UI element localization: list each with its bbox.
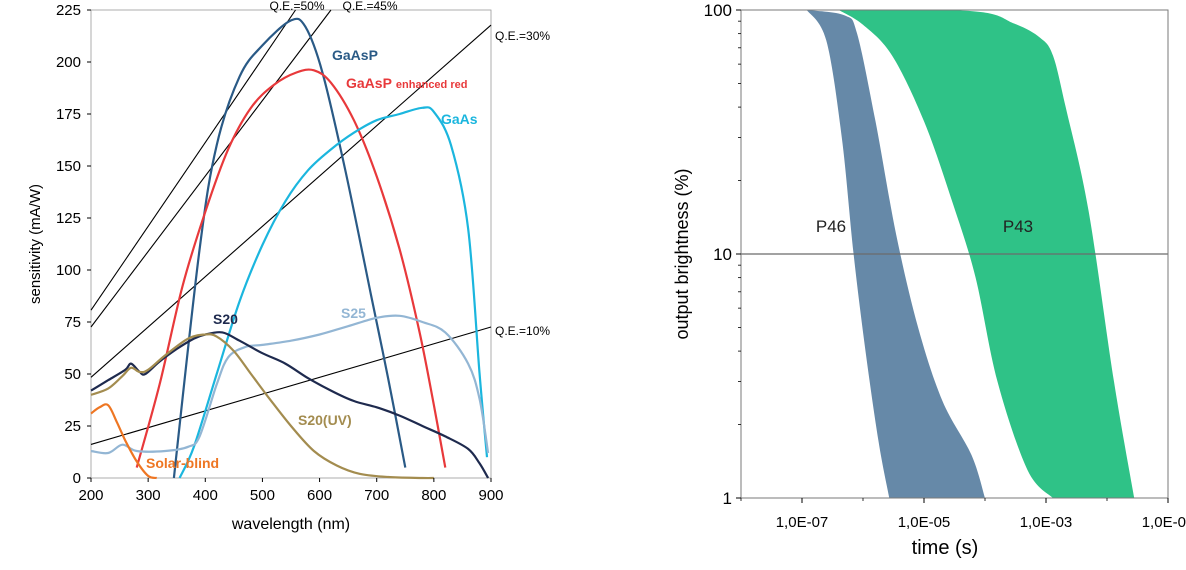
qe-line-label: Q.E.=30% [495,29,550,43]
series-line [90,333,434,480]
y-tick-label: 1 [723,489,732,508]
qe-line-label: Q.E.=45% [342,0,397,13]
x-tick-label: 1,0E-07 [776,514,829,531]
y-tick-label: 25 [64,418,81,435]
qe-line [90,24,492,378]
y-tick-label: 100 [56,262,81,279]
series-name: S25 [341,305,366,321]
series-name: S20 [213,311,238,327]
axes: 200 300 400 500 600 700 800 900 0 25 50 75 100 125 150… [56,2,504,504]
series-label: S20 [213,311,238,327]
y-tick-label: 50 [64,366,81,383]
series-name: GaAsP [332,47,378,63]
series-layer [90,17,490,480]
y-tick-label: 225 [56,2,81,19]
series-label: GaAsP [332,47,378,63]
band-labels: P46 P43 [816,217,1033,236]
series-labels: Q.E.=50% Q.E.=45%Q.E.=30%Q.E.=10%GaAsPGaA… [146,0,550,471]
y-tick-label: 100 [704,1,732,20]
series-line [90,403,157,480]
y-tick-label: 10 [713,245,732,264]
series-label: GaAs [441,111,478,127]
series-line [90,314,490,455]
x-axis-label: time (s) [912,537,979,559]
band-label: P43 [1003,217,1033,236]
series-label: Solar-blind [146,455,219,471]
y-axis-label: output brightness (%) [672,168,692,339]
y-tick-label: 75 [64,314,81,331]
series-label: S25 [341,305,366,321]
qe-line [90,9,296,311]
axes: 1,0E-07 1,0E-05 1,0E-03 1,0E-01 1 10 100 [704,1,1186,531]
x-tick-label: 400 [193,487,218,504]
phosphor-decay-chart: 1,0E-071,0E-051,0E-031,0E-01110100 P46P4… [672,1,1186,559]
x-tick-label: 700 [364,487,389,504]
y-tick-label: 150 [56,158,81,175]
x-axis-label: wavelength (nm) [231,516,350,533]
x-tick-label: 200 [78,487,103,504]
x-tick-label: 500 [250,487,275,504]
x-tick-label: 1,0E-01 [1142,514,1186,531]
series-line [172,17,407,479]
series-line [135,68,447,468]
y-tick-label: 125 [56,210,81,227]
y-tick-label: 200 [56,54,81,71]
x-tick-label: 1,0E-03 [1020,514,1073,531]
x-tick-label: 1,0E-05 [898,514,951,531]
x-tick-label: 600 [307,487,332,504]
y-tick-label: 0 [73,470,81,487]
qe-line-label: Q.E.=10% [495,324,550,338]
series-name: GaAs [441,111,478,127]
spectral-sensitivity-chart: 200 300 400 500 600 700 800 900 0 25 50 75 100 125 150… [27,0,550,533]
series-name: S20(UV) [298,412,352,428]
series-label: S20(UV) [298,412,352,428]
qe-line-label: Q.E.=50% [269,0,324,13]
series-line [178,106,489,479]
x-tick-label: 300 [136,487,161,504]
band-label: P46 [816,217,846,236]
x-tick-label: 800 [421,487,446,504]
y-axis-label: sensitivity (mA/W) [27,184,44,304]
plot-area [90,9,492,479]
series-label: GaAsP enhanced red [346,75,467,91]
y-tick-label: 175 [56,106,81,123]
x-tick-label: 900 [478,487,503,504]
series-name: Solar-blind [146,455,219,471]
series-name: GaAsP [346,75,392,91]
qe-line [90,326,492,445]
series-name-suffix: enhanced red [396,79,468,91]
